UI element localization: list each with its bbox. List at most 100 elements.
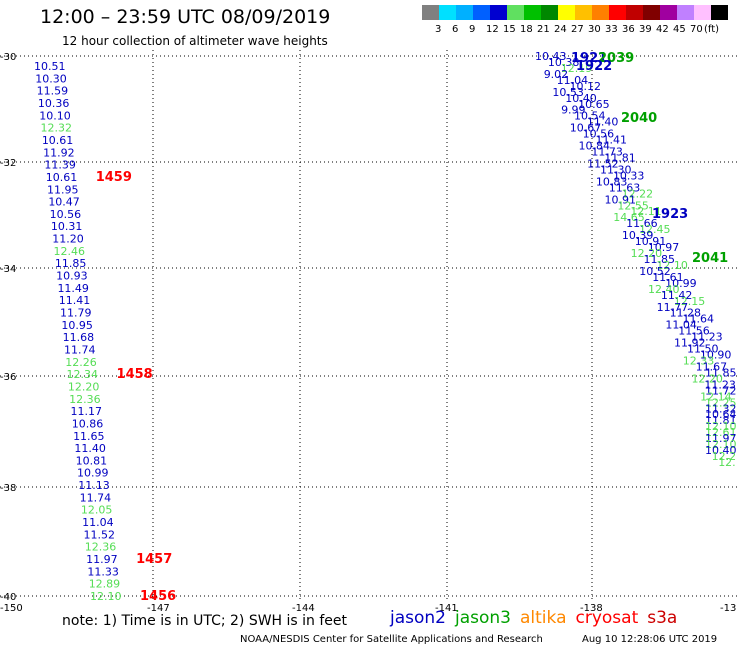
right-track-wave-height: 10.83: [596, 175, 628, 188]
footer-credit: NOAA/NESDIS Center for Satellite Applica…: [240, 634, 543, 645]
page-title: 12:00 – 23:59 UTC 08/09/2019: [40, 6, 331, 28]
right-track-wave-height: 12.19: [561, 62, 593, 75]
satellite-legend: jason2 jason3 altika cryosat s3a: [390, 608, 686, 628]
colorbar-swatch: [439, 5, 456, 20]
longitude-label: -144: [292, 603, 315, 614]
colorbar-swatch: [643, 5, 660, 20]
colorbar-tick-label: 12: [486, 24, 499, 35]
colorbar-swatch: [592, 5, 609, 20]
colorbar-tick-label: 9: [469, 24, 476, 35]
right-track-time-label: 1922: [576, 59, 612, 74]
right-track-wave-height: 12.33: [683, 355, 715, 368]
right-track-time-label: 2039: [598, 51, 634, 66]
right-track-wave-height: 11.64: [682, 313, 714, 326]
left-track-wave-height: 11.68: [63, 331, 95, 344]
colorbar-swatch: [660, 5, 677, 20]
legend-item-jason2: jason2: [390, 608, 446, 628]
left-track-time-label: 1456: [140, 589, 176, 604]
right-track-time-label: 1921: [571, 51, 607, 66]
colorbar-tick-label: 3: [435, 24, 442, 35]
right-track-wave-height: 11.04: [557, 74, 589, 87]
left-track-wave-height: 11.17: [70, 405, 102, 418]
left-track-wave-height: 10.61: [46, 171, 78, 184]
colorbar-tick-label: 21: [537, 24, 550, 35]
right-track-wave-height: 10.43: [535, 50, 567, 63]
longitude-label: -141: [435, 603, 458, 614]
right-track-wave-height: 10.52: [639, 265, 671, 278]
colorbar-swatch: [609, 5, 626, 20]
left-track-wave-height: 11.74: [80, 491, 112, 504]
right-track-wave-height: 11.97: [705, 432, 737, 445]
left-track-wave-height: 10.86: [72, 417, 104, 430]
right-track-wave-height: 10.64: [705, 408, 737, 421]
colorbar-swatch: [558, 5, 575, 20]
colorbar-tick-label: 42: [656, 24, 669, 35]
right-track-wave-height: 10.38: [548, 56, 580, 69]
left-track-wave-height: 10.10: [39, 109, 71, 122]
colorbar-tick-label: 39: [639, 24, 652, 35]
right-track-wave-height: 10.84: [578, 140, 610, 153]
right-track-wave-height: 12.10: [705, 438, 737, 451]
right-track-wave-height: 12.40: [648, 283, 680, 296]
left-track-wave-height: 12.26: [65, 356, 97, 369]
left-track-wave-height: 10.93: [56, 270, 88, 283]
legend-item-altika: altika: [520, 608, 567, 628]
right-track-wave-height: 12.25: [705, 396, 737, 409]
longitude-label: -138: [580, 603, 603, 614]
right-track-time-label: 1923: [652, 207, 688, 222]
right-track-wave-height: 14.65: [613, 211, 645, 224]
colorbar-swatch: [422, 5, 439, 20]
right-track-wave-height: 12.14: [700, 390, 732, 403]
right-track-wave-height: 12.10: [705, 420, 737, 433]
right-track-wave-height: 10.91: [635, 235, 667, 248]
colorbar-tick-label: 24: [554, 24, 567, 35]
right-track-wave-height: 10.33: [613, 169, 645, 182]
right-track-wave-height: 12.61: [705, 426, 737, 439]
colorbar-swatch: [711, 5, 728, 20]
colorbar-swatch: [575, 5, 592, 20]
colorbar-swatch: [694, 5, 711, 20]
left-track-time-label: 1459: [96, 170, 132, 185]
right-track-wave-height: 12.11: [630, 205, 662, 218]
right-track-wave-height: 11.73: [591, 146, 623, 159]
left-track-wave-height: 11.41: [59, 294, 91, 307]
right-track-wave-height: 10.67: [570, 122, 602, 135]
right-track-wave-height: 10.97: [648, 241, 680, 254]
right-track-wave-height: 11.63: [609, 181, 641, 194]
right-track-wave-height: 10.40: [565, 92, 597, 105]
right-track-wave-height: 11.85: [705, 366, 737, 379]
colorbar-swatch: [677, 5, 694, 20]
left-track-wave-height: 11.13: [78, 479, 110, 492]
left-track-wave-height: 10.61: [42, 134, 73, 147]
right-track-time-label: 2040: [621, 111, 657, 126]
colorbar-swatch: [541, 5, 558, 20]
left-track-wave-height: 11.52: [83, 528, 115, 541]
page-subtitle: 12 hour collection of altimeter wave hei…: [62, 34, 328, 48]
colorbar-tick-label: 15: [503, 24, 516, 35]
left-track-wave-height: 11.65: [73, 430, 105, 443]
right-track-wave-height: 10.12: [569, 80, 601, 93]
colorbar-unit-label: (ft): [704, 24, 720, 35]
left-track-wave-height: 11.85: [55, 257, 86, 270]
left-track-wave-height: 10.56: [50, 208, 82, 221]
latitude-label: -38: [0, 483, 16, 494]
left-track-wave-height: 11.92: [43, 146, 75, 159]
left-track-wave-height: 12.05: [81, 504, 113, 517]
right-track-wave-height: 12.15: [674, 295, 706, 308]
legend-item-cryosat: cryosat: [575, 608, 639, 628]
left-track-wave-height: 11.79: [60, 307, 91, 320]
latitude-label: -30: [0, 52, 16, 63]
legend-item-jason3: jason3: [455, 608, 511, 628]
latitude-label: -32: [0, 158, 16, 169]
left-track-wave-height: 11.33: [87, 565, 119, 578]
colorbar-tick-label: 33: [605, 24, 618, 35]
colorbar-swatch: [524, 5, 541, 20]
right-track-wave-height: 11.52: [587, 157, 619, 170]
right-track-wave-height: 11.28: [670, 307, 702, 320]
left-track-wave-height: 11.39: [44, 159, 76, 172]
right-track-wave-height: 11.23: [704, 378, 736, 391]
right-track-wave-height: 11.77: [657, 301, 689, 314]
left-track-wave-height: 11.74: [64, 343, 96, 356]
colorbar-tick-label: 36: [622, 24, 635, 35]
